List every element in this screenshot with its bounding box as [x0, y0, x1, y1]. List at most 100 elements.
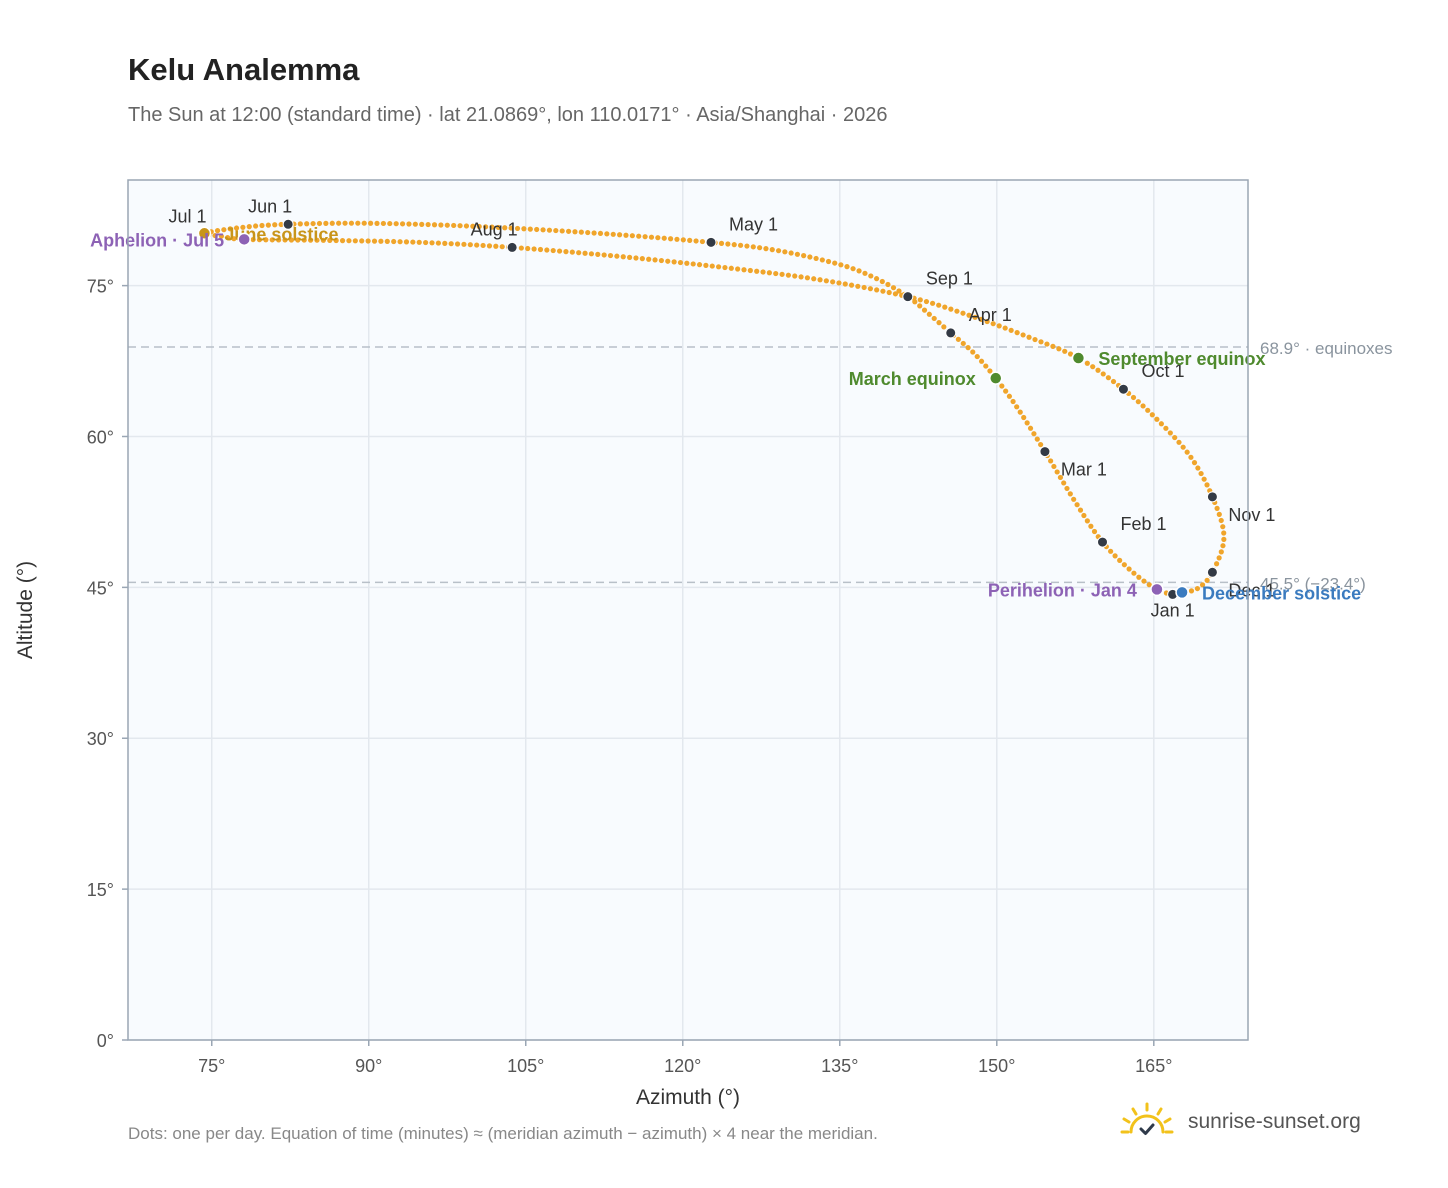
footnote: Dots: one per day. Equation of time (min… — [128, 1124, 878, 1143]
month-marker-dot — [282, 218, 294, 230]
month-marker-label: Dec 1 — [1228, 580, 1275, 600]
day-dot — [636, 233, 642, 239]
day-dot — [838, 262, 844, 268]
day-dot — [855, 283, 861, 289]
day-dot — [265, 222, 271, 228]
day-dot — [525, 245, 531, 252]
day-dot — [757, 245, 763, 251]
day-dot — [617, 232, 623, 238]
month-marker-dot — [902, 291, 914, 303]
day-dot — [212, 232, 218, 239]
day-dot — [921, 307, 928, 313]
day-dot — [744, 243, 750, 249]
day-dot — [861, 284, 867, 291]
month-marker-dot — [506, 241, 518, 253]
day-dot — [792, 273, 798, 279]
day-dot — [476, 223, 482, 230]
day-dot — [798, 274, 804, 280]
day-dot — [502, 225, 508, 231]
y-tick-label: 15° — [87, 880, 114, 900]
day-dot — [495, 224, 501, 231]
month-marker-label: Nov 1 — [1228, 505, 1275, 525]
day-dot — [1084, 360, 1090, 366]
day-dot — [990, 321, 996, 327]
day-dot — [393, 221, 399, 227]
day-dot — [1188, 588, 1195, 594]
day-dot — [588, 251, 595, 257]
day-dot — [667, 236, 674, 242]
event-marker-label: September equinox — [1098, 349, 1265, 369]
day-dot — [674, 236, 680, 242]
day-dot — [457, 223, 463, 229]
day-dot — [278, 221, 284, 228]
day-dot — [862, 270, 868, 276]
event-marker-label: Perihelion · Jan 4 — [988, 580, 1137, 600]
day-dot — [948, 306, 954, 312]
day-dot — [850, 266, 856, 272]
day-dot — [429, 240, 435, 246]
day-dot — [569, 249, 575, 255]
day-dot — [253, 223, 259, 229]
day-dot — [412, 221, 418, 227]
day-dot — [775, 248, 782, 254]
day-dot — [684, 260, 690, 266]
day-dot — [416, 239, 422, 245]
brand-name[interactable]: sunrise-sunset.org — [1188, 1110, 1361, 1133]
day-dot — [1067, 491, 1073, 497]
day-dot — [435, 240, 442, 246]
day-dot — [399, 221, 406, 227]
day-dot — [856, 268, 862, 274]
day-dot — [591, 230, 597, 236]
day-dot — [728, 265, 734, 271]
month-marker-dot — [945, 327, 957, 339]
day-dot — [1194, 585, 1201, 592]
chart-subtitle: The Sun at 12:00 (standard time) · lat 2… — [128, 104, 888, 126]
day-dot — [582, 250, 588, 256]
day-dot — [1176, 439, 1182, 445]
day-dot — [1051, 463, 1057, 470]
day-dot — [677, 259, 684, 266]
day-dot — [817, 277, 823, 283]
day-dot — [246, 224, 252, 230]
day-dot — [534, 226, 540, 233]
day-dot — [614, 253, 620, 259]
day-dot — [1074, 502, 1080, 508]
day-dot — [352, 238, 358, 244]
day-dot — [565, 228, 572, 234]
day-dot — [1154, 416, 1160, 422]
day-dot — [687, 237, 693, 243]
day-dot — [880, 288, 886, 294]
brand[interactable]: sunrise-sunset.org — [1120, 1102, 1361, 1142]
month-marker-label: Jun 1 — [248, 196, 292, 216]
reference-line-label: 68.9° · equinoxes — [1260, 339, 1393, 358]
day-dot — [794, 251, 800, 257]
day-dot — [1061, 480, 1067, 486]
day-dot — [1095, 367, 1101, 373]
x-tick-label: 150° — [978, 1056, 1015, 1076]
day-dot — [1130, 394, 1137, 401]
day-dot — [604, 231, 610, 237]
day-dot — [773, 270, 779, 277]
month-marker-dot — [1206, 566, 1218, 578]
day-dot — [699, 238, 706, 245]
day-dot — [658, 257, 665, 264]
day-dot — [1163, 425, 1169, 431]
day-dot — [607, 252, 614, 259]
day-dot — [633, 255, 639, 261]
day-dot — [314, 237, 320, 243]
day-dot — [825, 258, 832, 265]
day-dot — [627, 254, 633, 260]
month-marker-dot — [1117, 383, 1129, 395]
day-dot — [671, 259, 677, 265]
day-dot — [886, 289, 892, 296]
chart-title: Kelu Analemma — [128, 52, 360, 87]
day-dot — [272, 222, 278, 228]
day-dot — [329, 220, 335, 226]
day-dot — [556, 248, 563, 254]
day-dot — [823, 278, 829, 284]
day-dot — [923, 298, 930, 305]
day-dot — [1214, 505, 1220, 511]
day-dot — [310, 220, 316, 227]
day-dot — [1054, 469, 1060, 475]
day-dot — [327, 237, 333, 243]
